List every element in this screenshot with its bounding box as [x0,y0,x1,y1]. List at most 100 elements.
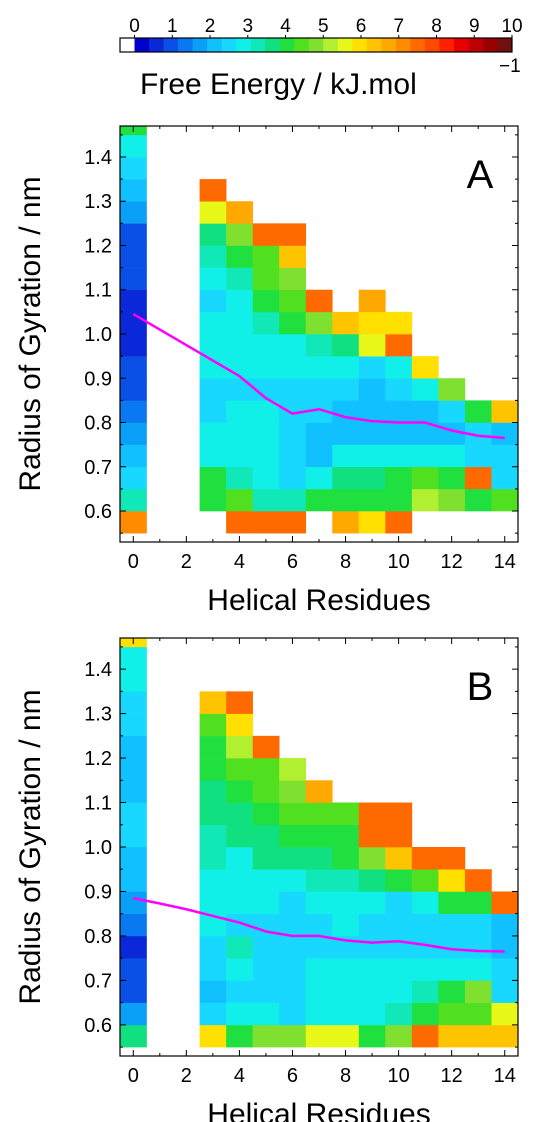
heatmap-cell [464,1024,492,1048]
heatmap-cell [120,646,147,670]
heatmap-cell [491,891,518,915]
heatmap-cell [385,511,413,534]
x-tick-label: 12 [441,551,463,573]
heatmap-cell [305,1024,333,1048]
y-tick-label: 1.3 [84,704,112,726]
heatmap-cell [252,735,280,759]
heatmap-cell [491,488,518,512]
heatmap-cell [279,267,307,291]
heatmap-cell [120,958,147,981]
x-axis-title-b: Helical Residues [207,1098,430,1122]
heatmap-cell [332,891,360,915]
colorbar-swatch [439,38,455,52]
mean-rg-line-a [132,313,505,440]
heatmap-cell [199,1002,227,1026]
heatmap-cell [385,334,413,357]
heatmap-cell [385,422,413,445]
colorbar-swatch [366,38,382,52]
x-tick-label: 14 [494,551,516,573]
heatmap-cell [199,179,227,202]
heatmap-cell [358,422,386,445]
colorbar-swatch [352,38,368,52]
heatmap-cell [411,891,439,915]
heatmap-cell [358,958,386,981]
x-tick-label: 12 [441,1065,463,1087]
heatmap-cell [464,488,492,512]
heatmap-cell [199,891,227,915]
heatmap-cell [120,134,147,158]
y-tick-label: 1.0 [84,324,112,346]
heatmap-cell [491,913,518,937]
heatmap-cell [385,378,413,401]
heatmap-cell [279,444,307,468]
x-tick-label: 14 [494,1065,516,1087]
heatmap-cell [120,802,147,826]
heatmap-cell [491,444,518,468]
colorbar-swatch [453,38,469,52]
heatmap-cell [279,958,307,981]
x-tick-label: 8 [340,1065,351,1087]
colorbar-swatch [482,38,498,52]
colorbar-swatch [395,38,411,52]
heatmap-cells-b [120,638,518,1048]
axis-ticks-a: 0 2 4 6 8 10 12 14 0.6 0.7 0.8 0.9 1.0 1.1 1.2 1.3 1.4 [84,126,518,573]
heatmap-cell [279,511,307,534]
heatmap-cell [226,400,253,423]
heatmap-cell [464,935,492,959]
heatmap-cell [438,466,466,490]
heatmap-cell [252,802,280,826]
heatmap-cell [332,511,360,534]
x-tick-label: 4 [234,1065,245,1087]
heatmap-cell [226,735,253,759]
heatmap-cell [464,891,492,915]
heatmap-cell [120,847,147,870]
heatmap-cell [199,444,227,468]
heatmap-cell [199,958,227,981]
heatmap-cell [199,378,227,401]
heatmap-cell [491,1024,518,1048]
heatmap-cell [252,356,280,379]
heatmap-cell [411,422,439,445]
heatmap-cell [226,780,253,803]
heatmap-cell [120,691,147,714]
heatmap-cell [120,179,147,202]
heatmap-cell [305,400,333,423]
heatmap-cell [199,913,227,937]
heatmap-cell [226,1024,253,1048]
heatmap-cell [279,378,307,401]
heatmap-cell [226,201,253,224]
heatmap-cell [358,334,386,357]
heatmap-cell [358,980,386,1003]
heatmap-cell [120,780,147,803]
x-tick-label: 2 [181,551,192,573]
colorbar-tick-labels: 0 1 2 3 4 5 6 7 8 9 10 [129,16,523,38]
heatmap-cell [120,824,147,848]
y-tick-label: 1.0 [84,837,112,859]
heatmap-cell [279,356,307,379]
heatmap-cell [199,847,227,870]
heatmap-cell [332,980,360,1003]
heatmap-cell [305,334,333,357]
heatmap-cell [252,311,280,335]
heatmap-cell [120,444,147,468]
heatmap-cell [385,891,413,915]
heatmap-cell [120,488,147,512]
heatmap-cell [252,511,280,534]
heatmap-cell [252,400,280,423]
heatmap-cell [252,488,280,512]
colorbar-swatch [163,38,179,52]
heatmap-cell [385,824,413,848]
heatmap-cell [385,488,413,512]
heatmap-cell [226,311,253,335]
heatmap-cell [305,847,333,870]
heatmap-cell [199,289,227,313]
heatmap-cell [332,311,360,335]
heatmap-cell [120,891,147,915]
heatmap-cell [226,223,253,246]
heatmap-cell [120,156,147,180]
heatmap-cell [385,466,413,490]
heatmap-cell [279,780,307,803]
heatmap-cell [464,444,492,468]
heatmap-cell [120,869,147,892]
heatmap-cell [358,847,386,870]
